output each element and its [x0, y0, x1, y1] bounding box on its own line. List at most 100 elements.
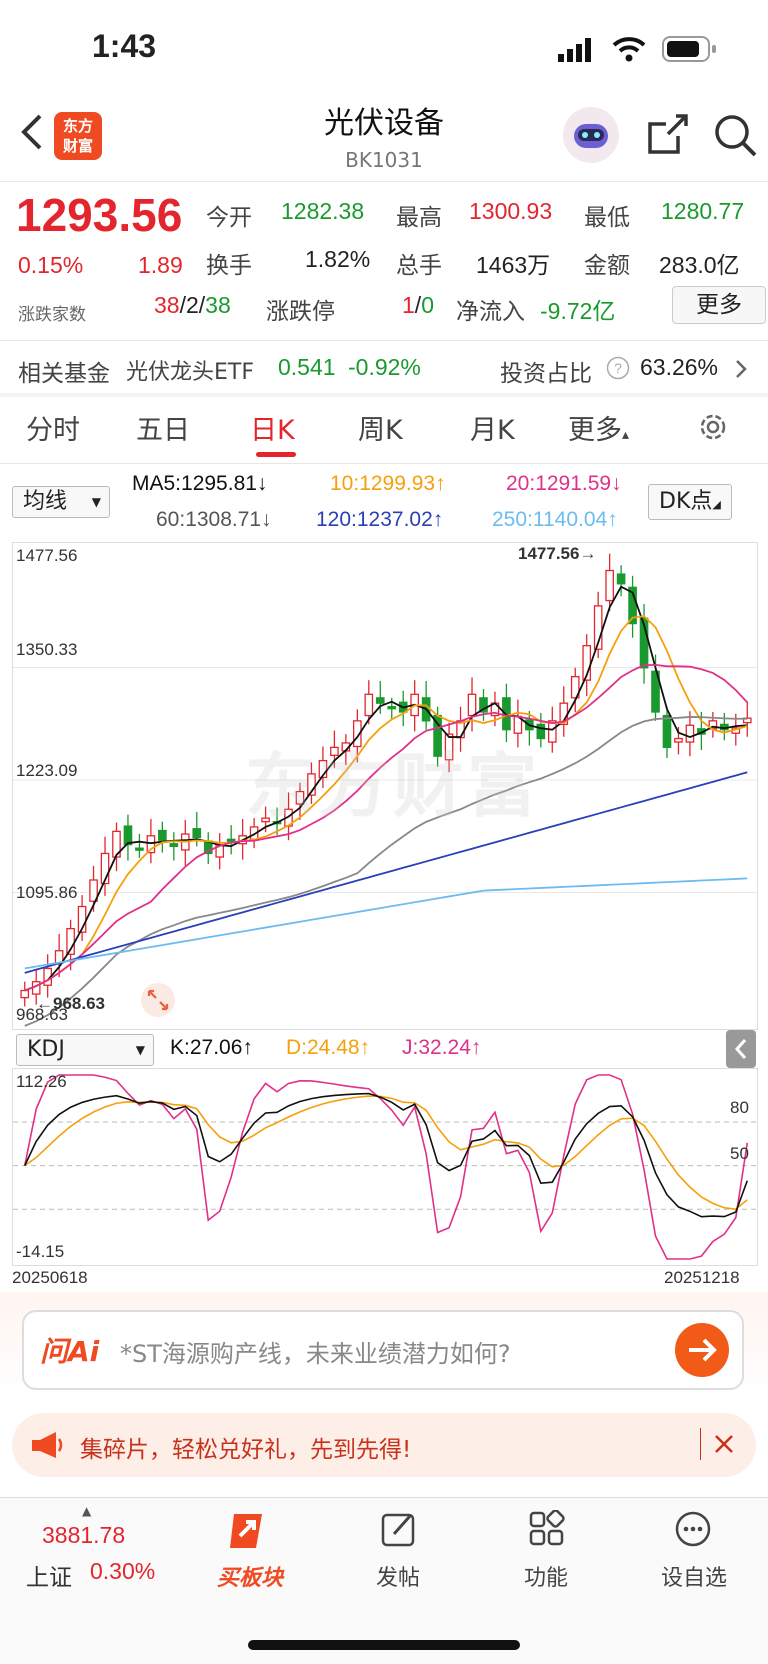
- y-axis-label: 968.63: [16, 1005, 68, 1024]
- home-indicator: [248, 1640, 520, 1650]
- function-grid-icon[interactable]: [528, 1509, 566, 1552]
- buy-sector-icon[interactable]: [226, 1508, 272, 1556]
- robot-assistant-icon[interactable]: [562, 106, 620, 168]
- ai-send-button[interactable]: [674, 1322, 730, 1382]
- candle-body: [261, 817, 270, 823]
- divider: [0, 181, 768, 182]
- status-time: 1:43: [92, 28, 157, 64]
- candle-body: [444, 733, 454, 761]
- ma120-value: 120:1237.02↑: [316, 508, 444, 531]
- candle-body: [100, 852, 110, 885]
- help-icon[interactable]: ?: [606, 356, 630, 384]
- ma5-line: [24, 585, 748, 992]
- index-name[interactable]: 上证: [26, 1565, 72, 1591]
- search-icon[interactable]: [712, 112, 758, 162]
- kdj-axis-label: 80: [730, 1098, 749, 1117]
- d-line: [24, 1095, 748, 1211]
- candle-body: [353, 720, 362, 748]
- kline-chart[interactable]: [12, 542, 758, 1030]
- close-icon[interactable]: [714, 1434, 734, 1458]
- settings-gear-icon[interactable]: [696, 410, 730, 448]
- tab-daily-k[interactable]: 日K: [250, 415, 295, 446]
- y-axis-label: 1350.33: [16, 640, 78, 659]
- low-value: 1280.77: [661, 198, 745, 224]
- ma-select[interactable]: 均线 ▼: [12, 486, 110, 518]
- ai-prompt-text[interactable]: *ST海源购产线，未来业绩潜力如何?: [120, 1340, 511, 1368]
- collapse-panel-icon[interactable]: [726, 1030, 756, 1072]
- netflow-label: 净流入: [456, 299, 525, 325]
- fund-name[interactable]: 光伏龙头ETF: [126, 360, 254, 385]
- candle-body: [169, 843, 179, 848]
- candle-body: [616, 573, 626, 585]
- y-axis-label: 1223.09: [16, 761, 78, 780]
- nav-function[interactable]: 功能: [523, 1566, 568, 1591]
- candle-body: [135, 847, 144, 851]
- candle-body: [467, 693, 477, 717]
- index-change[interactable]: 0.30%: [90, 1558, 156, 1584]
- j-value: J:32.24↑: [402, 1036, 482, 1059]
- tab-weekly-k[interactable]: 周K: [358, 415, 403, 446]
- signal-icon: [558, 38, 598, 66]
- volume-label: 总手: [396, 253, 442, 279]
- tab-five-day[interactable]: 五日: [136, 415, 190, 446]
- candle-body: [192, 828, 202, 839]
- candle-body: [89, 879, 98, 902]
- fund-change: -0.92%: [348, 354, 421, 380]
- candle-body: [593, 605, 603, 650]
- y-axis-label: 1095.86: [16, 883, 78, 902]
- fund-price: 0.541: [278, 354, 336, 380]
- ai-input[interactable]: [22, 1310, 744, 1390]
- nav-post[interactable]: 发帖: [375, 1566, 420, 1591]
- chevron-right-icon[interactable]: [734, 358, 748, 384]
- ma20-line: [24, 663, 748, 992]
- candle-body: [307, 773, 316, 796]
- ai-brand-logo: 问Ai: [40, 1335, 100, 1368]
- k-value: K:27.06↑: [170, 1036, 253, 1059]
- ma10-line: [24, 615, 748, 992]
- wifi-icon: [612, 36, 646, 66]
- post-edit-icon[interactable]: [380, 1510, 418, 1552]
- share-icon[interactable]: [646, 112, 690, 160]
- ratio-label: 投资占比: [500, 361, 592, 387]
- kdj-select[interactable]: KDJ ▼: [16, 1034, 154, 1066]
- candle-body: [158, 829, 167, 841]
- ma20-value: 20:1291.59↓: [506, 472, 622, 495]
- nav-buy-sector[interactable]: 买板块: [216, 1566, 283, 1591]
- turnover-label: 换手: [206, 253, 252, 279]
- kdj-axis-label: 112.26: [16, 1072, 67, 1091]
- back-icon[interactable]: [18, 112, 44, 156]
- page-title: 光伏设备: [324, 106, 444, 141]
- tab-minute[interactable]: 分时: [26, 415, 80, 446]
- eastmoney-logo: 东方 财富: [54, 112, 102, 160]
- battery-icon: [662, 36, 718, 66]
- netflow-value: -9.72亿: [540, 298, 616, 324]
- promo-banner[interactable]: [12, 1413, 756, 1477]
- high-marker: 1477.56→: [518, 544, 597, 563]
- kdj-chart[interactable]: [12, 1068, 758, 1266]
- svg-text:?: ?: [614, 360, 622, 376]
- change-amount: 1.89: [138, 252, 183, 278]
- tab-monthly-k[interactable]: 月K: [470, 415, 515, 446]
- ma10-value: 10:1299.93↑: [330, 472, 446, 495]
- candle-body: [146, 835, 156, 854]
- k-line: [24, 1092, 749, 1218]
- open-value: 1282.38: [281, 198, 365, 224]
- ma60-line: [24, 716, 748, 1027]
- y-axis-label: 1477.56: [16, 546, 78, 565]
- more-button[interactable]: 更多: [672, 286, 766, 324]
- tab-more[interactable]: 更多▴: [568, 415, 630, 446]
- ma120-line: [24, 771, 748, 974]
- current-price: 1293.56: [16, 189, 183, 241]
- ma5-value: MA5:1295.81↓: [132, 472, 268, 495]
- open-label: 今开: [206, 205, 252, 231]
- amount-value: 283.0亿: [659, 252, 740, 278]
- nav-add-watchlist[interactable]: 设自选: [660, 1566, 727, 1591]
- megaphone-icon: [30, 1430, 64, 1464]
- ratio-value: 63.26%: [640, 354, 719, 380]
- index-value[interactable]: 3881.78: [42, 1522, 126, 1548]
- candle-body: [479, 697, 488, 713]
- expand-icon[interactable]: [140, 982, 176, 1022]
- more-dots-icon[interactable]: [674, 1510, 712, 1552]
- dk-point-button[interactable]: DK点◢: [648, 484, 732, 520]
- active-tab-indicator: [256, 452, 296, 457]
